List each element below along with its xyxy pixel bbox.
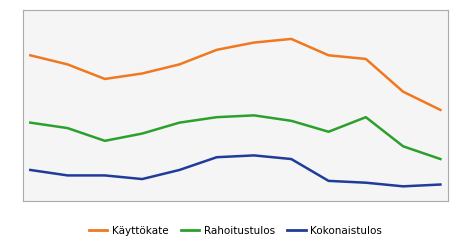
Legend: Käyttökate, Rahoitustulos, Kokonaistulos: Käyttökate, Rahoitustulos, Kokonaistulos (85, 221, 386, 240)
